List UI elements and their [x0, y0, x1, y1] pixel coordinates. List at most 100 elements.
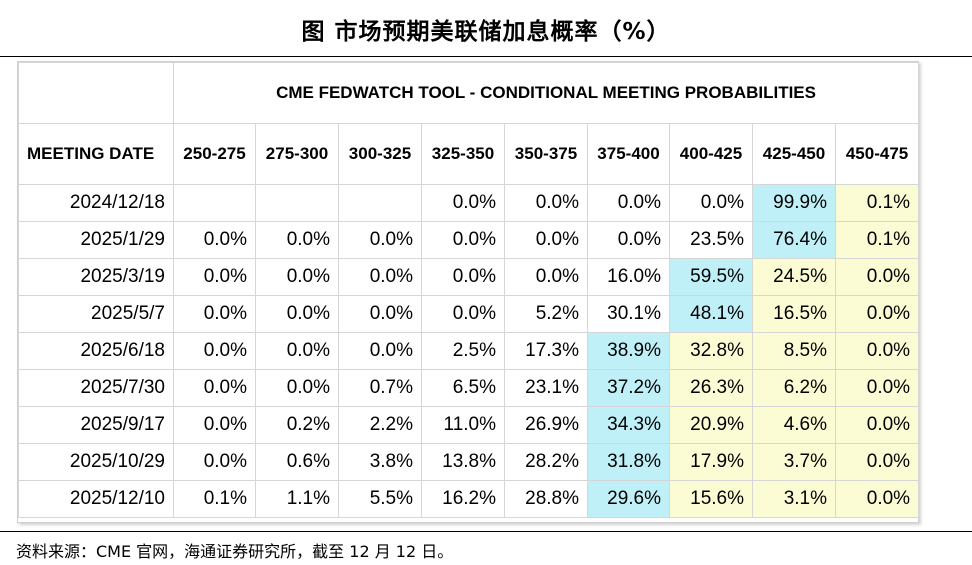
probability-cell: 16.0%	[587, 258, 670, 296]
table-row: 2025/1/29 0.0% 0.0% 0.0% 0.0% 0.0% 0.0% 23.5% 76…	[18, 221, 920, 259]
column-header-275-300: 275-300	[255, 123, 339, 185]
probability-cell: 15.6%	[669, 480, 753, 518]
table-row: 2025/10/29 0.0% 0.6% 3.8% 13.8% 28.2% 31.8% 17.…	[18, 443, 920, 481]
probability-cell: 8.5%	[752, 332, 836, 370]
probability-cell: 3.1%	[752, 480, 836, 518]
table-row: 2025/3/19 0.0% 0.0% 0.0% 0.0% 0.0% 16.0% 59.5% 2…	[18, 258, 920, 296]
probability-cell: 26.3%	[669, 369, 753, 407]
probability-cell: 0.0%	[173, 369, 256, 407]
column-header-375-400: 375-400	[587, 123, 670, 185]
probability-cell: 0.0%	[173, 258, 256, 296]
probability-cell	[338, 184, 422, 222]
probability-cell: 0.0%	[338, 221, 422, 259]
probability-cell: 0.0%	[504, 221, 588, 259]
probability-cell: 23.5%	[669, 221, 753, 259]
probability-cell: 0.0%	[255, 258, 339, 296]
column-header-250-275: 250-275	[173, 123, 256, 185]
probability-cell: 0.0%	[834, 258, 920, 296]
table-body: 2024/12/18 0.0% 0.0% 0.0% 0.0% 99.9% 0.1% 2025/…	[18, 184, 920, 518]
probability-cell: 0.7%	[338, 369, 422, 407]
probability-cell: 0.0%	[834, 295, 920, 333]
top-rule	[0, 56, 972, 57]
probability-cell: 32.8%	[669, 332, 753, 370]
probability-cell: 17.9%	[669, 443, 753, 481]
probability-cell: 76.4%	[752, 221, 836, 259]
table-row: 2025/6/18 0.0% 0.0% 0.0% 2.5% 17.3% 38.9% 32.8%…	[18, 332, 920, 370]
probability-cell: 23.1%	[504, 369, 588, 407]
meeting-date-header: MEETING DATE	[18, 123, 174, 185]
probability-cell: 48.1%	[669, 295, 753, 333]
meeting-date-cell: 2025/7/30	[18, 369, 174, 407]
probability-cell: 0.0%	[173, 221, 256, 259]
probability-cell: 0.1%	[834, 221, 920, 259]
meeting-date-cell: 2025/5/7	[18, 295, 174, 333]
probability-cell: 0.0%	[255, 221, 339, 259]
probability-cell: 0.0%	[421, 221, 505, 259]
probability-cell: 0.0%	[173, 406, 256, 444]
probability-cell: 0.0%	[338, 332, 422, 370]
probability-cell: 0.1%	[173, 480, 256, 518]
probability-cell: 0.0%	[421, 258, 505, 296]
column-header-450-475: 450-475	[834, 123, 920, 185]
figure-title: 图 市场预期美联储加息概率（%）	[301, 19, 671, 45]
probability-cell: 0.1%	[834, 184, 920, 222]
meeting-date-cell: 2025/12/10	[18, 480, 174, 518]
meeting-date-cell: 2025/10/29	[18, 443, 174, 481]
probability-cell: 0.0%	[587, 184, 670, 222]
probability-cell: 37.2%	[587, 369, 670, 407]
probability-cell: 0.0%	[834, 369, 920, 407]
probability-cell: 0.0%	[421, 184, 505, 222]
probability-cell: 16.5%	[752, 295, 836, 333]
probability-cell: 59.5%	[669, 258, 753, 296]
probability-cell: 16.2%	[421, 480, 505, 518]
column-header-350-375: 350-375	[504, 123, 588, 185]
probability-cell	[255, 184, 339, 222]
probability-cell: 0.0%	[173, 295, 256, 333]
probability-cell: 3.7%	[752, 443, 836, 481]
probability-cell: 0.0%	[834, 443, 920, 481]
probability-cell: 5.5%	[338, 480, 422, 518]
probability-cell: 28.2%	[504, 443, 588, 481]
table-row: 2025/9/17 0.0% 0.2% 2.2% 11.0% 26.9% 34.3% 20.9…	[18, 406, 920, 444]
table-row: 2024/12/18 0.0% 0.0% 0.0% 0.0% 99.9% 0.1%	[18, 184, 920, 222]
meeting-date-cell: 2024/12/18	[18, 184, 174, 222]
source-note: 资料来源：CME 官网，海通证券研究所，截至 12 月 12 日。	[16, 542, 454, 561]
table-row: 2025/7/30 0.0% 0.0% 0.7% 6.5% 23.1% 37.2% 26.3%…	[18, 369, 920, 407]
probability-cell: 0.0%	[255, 295, 339, 333]
probability-cell: 0.0%	[421, 295, 505, 333]
probability-cell: 38.9%	[587, 332, 670, 370]
probability-cell: 0.0%	[338, 295, 422, 333]
probability-cell: 13.8%	[421, 443, 505, 481]
probability-cell: 2.2%	[338, 406, 422, 444]
probability-cell: 2.5%	[421, 332, 505, 370]
bottom-rule	[0, 531, 972, 532]
probability-cell: 0.0%	[669, 184, 753, 222]
probability-cell: 24.5%	[752, 258, 836, 296]
probability-cell: 99.9%	[752, 184, 836, 222]
probability-cell: 0.0%	[338, 258, 422, 296]
fedwatch-table-panel: CME FEDWATCH TOOL - CONDITIONAL MEETING …	[17, 61, 920, 523]
table-title: CME FEDWATCH TOOL - CONDITIONAL MEETING …	[172, 62, 920, 124]
probability-cell: 0.0%	[504, 184, 588, 222]
column-header-row: MEETING DATE 250-275 275-300 300-325 325-35…	[18, 123, 920, 185]
probability-cell: 26.9%	[504, 406, 588, 444]
meeting-date-cell: 2025/3/19	[18, 258, 174, 296]
probability-cell: 31.8%	[587, 443, 670, 481]
probability-cell: 34.3%	[587, 406, 670, 444]
probability-cell: 29.6%	[587, 480, 670, 518]
column-header-300-325: 300-325	[338, 123, 422, 185]
probability-cell: 0.0%	[834, 406, 920, 444]
probability-cell: 4.6%	[752, 406, 836, 444]
probability-cell: 0.0%	[173, 443, 256, 481]
meeting-date-cell: 2025/1/29	[18, 221, 174, 259]
table-row: 2025/5/7 0.0% 0.0% 0.0% 0.0% 5.2% 30.1% 48.1% 16…	[18, 295, 920, 333]
probability-cell: 0.0%	[173, 332, 256, 370]
probability-cell: 11.0%	[421, 406, 505, 444]
probability-cell	[173, 184, 256, 222]
probability-cell: 3.8%	[338, 443, 422, 481]
column-header-425-450: 425-450	[752, 123, 836, 185]
probability-cell: 0.0%	[504, 258, 588, 296]
probability-cell: 1.1%	[255, 480, 339, 518]
corner-cell	[18, 62, 174, 124]
column-header-325-350: 325-350	[421, 123, 505, 185]
